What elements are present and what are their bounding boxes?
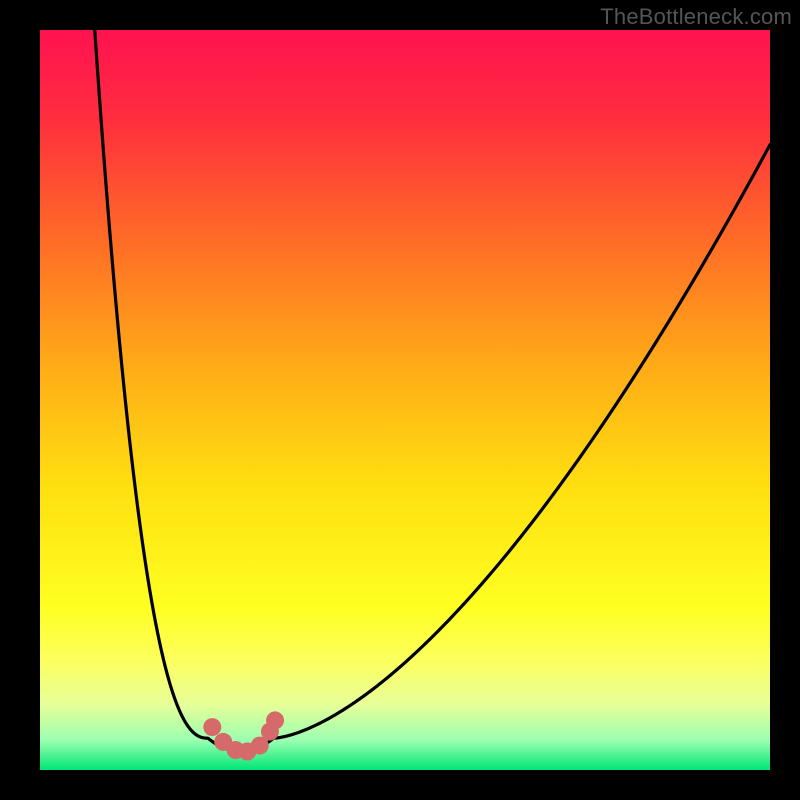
curve-marker xyxy=(266,711,284,729)
bottleneck-curve xyxy=(95,30,770,752)
chart-wrapper: TheBottleneck.com xyxy=(0,0,800,800)
watermark-text: TheBottleneck.com xyxy=(600,4,792,30)
curve-marker xyxy=(203,718,221,736)
chart-svg xyxy=(0,0,800,800)
